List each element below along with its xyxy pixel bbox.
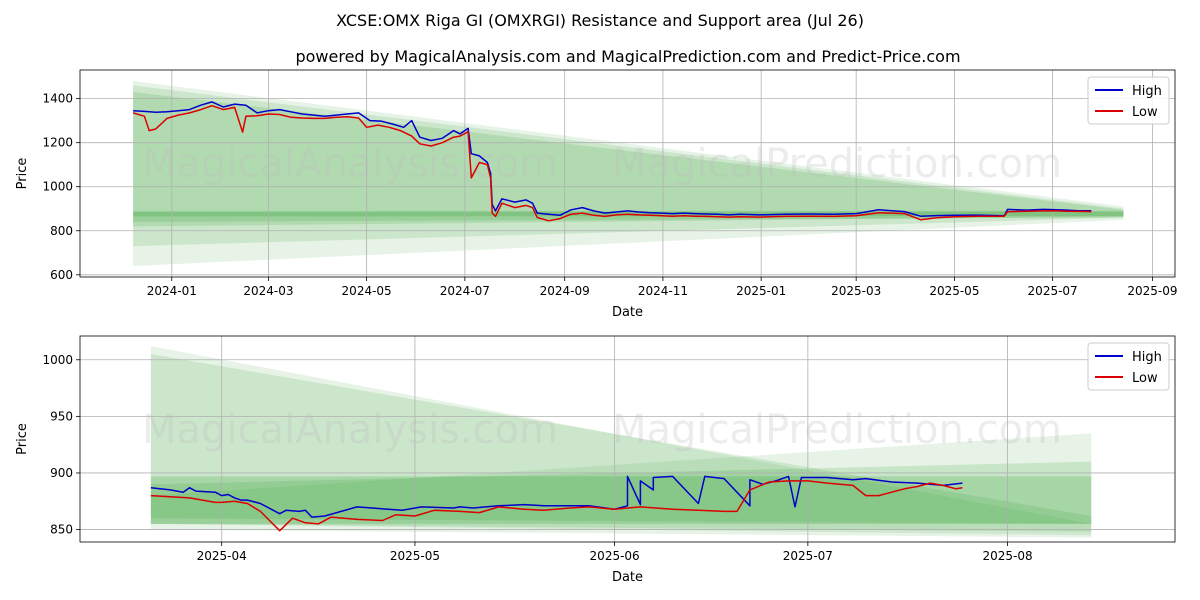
y-tick-label: 900	[50, 466, 73, 480]
watermark-prediction: MagicalPrediction.com	[612, 407, 1062, 453]
y-tick-label: 600	[50, 268, 73, 282]
legend-box	[1087, 342, 1170, 391]
x-tick-label: 2025-01	[736, 284, 786, 298]
series-high-line	[150, 475, 963, 518]
series-low-line	[150, 480, 963, 532]
series-high-line	[133, 101, 1092, 217]
y-tick-label: 950	[50, 409, 73, 423]
series-low-line	[132, 104, 1092, 222]
x-tick-label: 2025-09	[1127, 284, 1177, 298]
support-resistance-band-0	[133, 81, 1124, 266]
legend-low-label: Low	[1132, 371, 1158, 386]
x-tick-label: 2024-03	[243, 284, 293, 298]
support-resistance-band-4	[150, 476, 1092, 524]
y-axis-label: Price	[15, 423, 30, 455]
y-tick-label: 800	[50, 224, 73, 238]
plot-frame	[79, 69, 1176, 278]
x-tick-label: 2025-06	[590, 549, 640, 563]
x-tick-label: 2025-05	[390, 549, 440, 563]
legend-low-label: Low	[1132, 105, 1158, 120]
y-tick-label: 850	[50, 523, 73, 537]
panel-zoom: 2025-04 2025-05 2025-06 2025-07 2025-08 850 90…	[15, 335, 1176, 585]
legend-high-label: High	[1132, 84, 1162, 99]
x-tick-label: 2025-07	[1028, 284, 1078, 298]
y-axis-label: Price	[15, 158, 30, 190]
x-tick-label: 2025-04	[197, 549, 247, 563]
x-tick-label: 2024-09	[540, 284, 590, 298]
watermark-analysis: MagicalAnalysis.com	[142, 141, 558, 187]
x-axis-label: Date	[612, 570, 643, 585]
y-tick-label: 1000	[42, 353, 73, 367]
support-resistance-band-3	[150, 461, 1092, 524]
support-resistance-band-0	[150, 346, 1092, 538]
y-tick-label: 1200	[42, 136, 73, 150]
x-tick-label: 2025-08	[982, 549, 1032, 563]
legend-high-label: High	[1132, 350, 1162, 365]
y-tick-label: 1400	[42, 92, 73, 106]
x-tick-label: 2024-05	[342, 284, 392, 298]
x-tick-label: 2025-05	[929, 284, 979, 298]
x-tick-label: 2024-11	[638, 284, 688, 298]
x-tick-label: 2024-01	[147, 284, 197, 298]
plot-frame	[79, 335, 1176, 543]
y-tick-label: 1000	[42, 180, 73, 194]
watermark-analysis: MagicalAnalysis.com	[142, 407, 558, 453]
x-axis-label: Date	[612, 305, 643, 320]
watermark-prediction: MagicalPrediction.com	[612, 141, 1062, 187]
x-tick-label: 2025-07	[783, 549, 833, 563]
chart-subtitle: powered by MagicalAnalysis.com and Magic…	[295, 47, 960, 66]
x-tick-label: 2024-07	[440, 284, 490, 298]
x-tick-label: 2025-03	[831, 284, 881, 298]
panel-full-period: 2024-01 2024-03 2024-05 2024-07 2024-09 2024-…	[15, 69, 1178, 320]
legend-box	[1087, 76, 1170, 125]
chart-title: XCSE:OMX Riga GI (OMXRGI) Resistance and…	[336, 11, 864, 30]
